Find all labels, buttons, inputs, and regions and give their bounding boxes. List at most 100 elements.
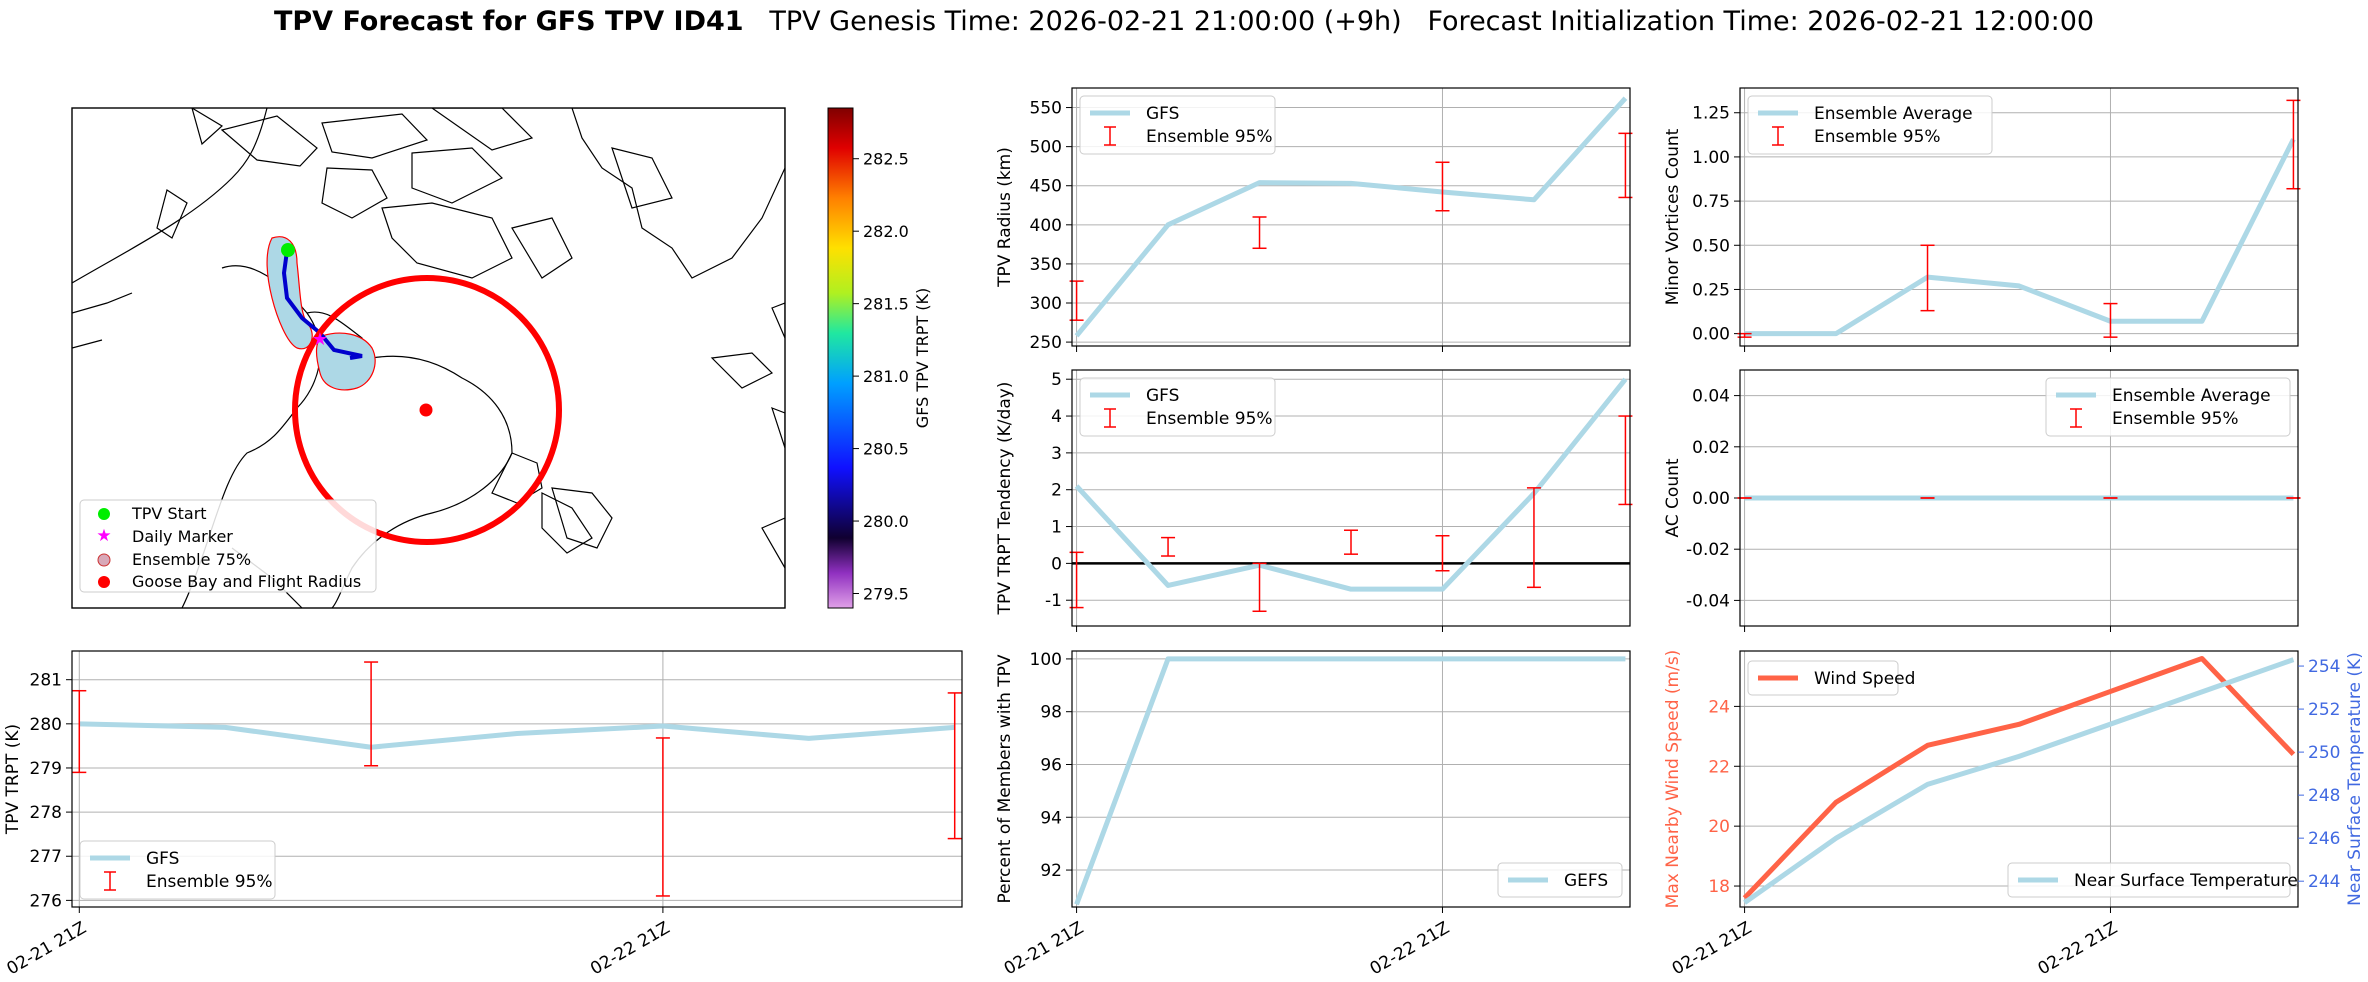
x-tick-label: 02-21 21Z	[1669, 918, 1755, 979]
legend-errorbar-icon	[104, 871, 116, 891]
legend-box	[2045, 377, 2291, 437]
series-line-gefs	[1074, 656, 1626, 906]
legend-label: Ensemble Average	[1814, 104, 1973, 124]
series-line-gfs	[79, 721, 955, 750]
series-line-wind-speed	[1742, 655, 2296, 900]
goose-bay-marker	[419, 403, 433, 417]
plot-frame	[1739, 87, 2299, 347]
y-tick-label: 0.25	[1692, 280, 1730, 300]
title-bold: TPV Forecast for GFS TPV ID41	[273, 6, 744, 37]
errorbar	[2103, 302, 2118, 338]
legend-daily-label: Daily Marker	[132, 527, 233, 546]
y2-axis-label: Near Surface Temperature (K)	[2345, 652, 2365, 906]
y-tick-label: -1	[1045, 591, 1062, 611]
y-tick-label: 276	[30, 891, 62, 911]
y-tick-label: -0.04	[1686, 591, 1730, 611]
colorbar: 279.5 280.0 280.5 281.0 281.5 282.0 282.5 GFS …	[827, 107, 932, 609]
colorbar-tick-label: 281.5	[863, 295, 909, 314]
flight-radius-circle	[292, 275, 562, 545]
colorbar-tick-label: 280.5	[863, 440, 909, 459]
errorbar	[655, 737, 670, 897]
legend-start-label: TPV Start	[131, 504, 207, 523]
y-tick-label: 0.04	[1692, 387, 1730, 407]
y-tick-label: 0.50	[1692, 236, 1730, 256]
errorbar	[1920, 244, 1935, 312]
legend-start-icon	[98, 508, 110, 520]
errorbar	[947, 692, 962, 840]
y-tick-label: 3	[1051, 444, 1062, 464]
legend-box	[1747, 660, 1899, 696]
y-tick-label: 22	[1708, 757, 1730, 777]
legend-errorbar-icon	[2070, 408, 2082, 428]
y-axis-label: TPV TRPT Tendency (K/day)	[995, 382, 1015, 616]
legend-ensemble-icon	[97, 553, 111, 567]
chart-tpv-radius: 250 300 350 400 450 500 550 TPV Radius (km) GFS E…	[995, 87, 1633, 353]
chart-wind-temperature: 18 20 22 24 02-21 21Z 02-22 21Z Max Nearby Win…	[1663, 650, 2365, 980]
y-tick-label: 500	[1030, 138, 1062, 158]
y-tick-label: 400	[1030, 216, 1062, 236]
y2-tick-label: 254	[2308, 657, 2340, 677]
y-tick-label: 18	[1708, 877, 1730, 897]
plot-frame	[1739, 650, 2299, 908]
legend-label: Ensemble 95%	[2112, 409, 2239, 429]
y-tick-label: 350	[1030, 255, 1062, 275]
y-axis-label: TPV Radius (km)	[995, 147, 1015, 288]
x-tick-label: 02-21 21Z	[1001, 918, 1087, 979]
colorbar-label: GFS TPV TRPT (K)	[913, 288, 932, 428]
colorbar-tick-label: 282.5	[863, 150, 909, 169]
legend-goosebay-icon	[98, 576, 110, 588]
legend-ensemble-label: Ensemble 75%	[132, 550, 251, 569]
y2-tick-label: 250	[2308, 743, 2340, 763]
y-tick-label: 4	[1051, 407, 1062, 427]
y-tick-label: 1.00	[1692, 148, 1730, 168]
daily-marker-star: ★	[312, 329, 328, 350]
errorbar	[72, 689, 87, 774]
figure-title: TPV Forecast for GFS TPV ID41 TPV Genesi…	[0, 6, 2368, 37]
legend-errorbar-icon	[1104, 126, 1116, 146]
legend-box	[1747, 95, 1993, 155]
y-tick-label: 450	[1030, 177, 1062, 197]
y-tick-label: 0.02	[1692, 438, 1730, 458]
chart-percent-members: 92 94 96 98 100 02-21 21Z 02-22 21Z Percent of …	[995, 650, 1631, 979]
y-axis-label: Max Nearby Wind Speed (m/s)	[1663, 650, 1683, 909]
legend-label: GFS	[1146, 104, 1179, 124]
y-tick-label: 550	[1030, 99, 1062, 119]
legend-label: Ensemble 95%	[1146, 127, 1273, 147]
colorbar-tick-label: 280.0	[863, 512, 909, 531]
series-line-gfs	[1074, 96, 1628, 338]
errorbar	[1161, 536, 1176, 557]
y-axis-label: TPV TRPT (K)	[3, 724, 23, 835]
chart-minor-vortices: 0.00 0.25 0.50 0.75 1.00 1.25 Minor Vortices C…	[1663, 87, 2301, 352]
y-axis-label: AC Count	[1663, 458, 1683, 537]
legend-label: GFS	[1146, 386, 1179, 406]
legend-label: Ensemble Average	[2112, 386, 2271, 406]
y-tick-label: 0.00	[1692, 489, 1730, 509]
y-tick-label: 281	[30, 671, 62, 691]
legend-box	[1497, 862, 1623, 898]
chart-tpv-trpt: 276 277 278 279 280 281 02-21 21Z 02-22 21Z TPV …	[3, 650, 963, 979]
legend-label: GEFS	[1564, 871, 1608, 891]
plot-frame	[1739, 369, 2299, 627]
errorbar	[1435, 535, 1450, 572]
legend-errorbar-icon	[1104, 408, 1116, 428]
legend-label: Ensemble 95%	[146, 872, 273, 892]
y-tick-label: 0.00	[1692, 325, 1730, 345]
y-tick-label: 24	[1708, 697, 1730, 717]
y-tick-label: 92	[1040, 861, 1062, 881]
y-tick-label: 279	[30, 759, 62, 779]
y-tick-label: 96	[1040, 755, 1062, 775]
plot-frame	[1071, 369, 1631, 627]
errorbar	[1526, 487, 1541, 589]
colorbar-ticks: 279.5 280.0 280.5 281.0 281.5 282.0 282.5	[853, 150, 909, 604]
y-tick-label: 2	[1051, 481, 1062, 501]
y-tick-label: 280	[30, 715, 62, 735]
plot-frame	[1071, 87, 1631, 347]
y-tick-label: -0.02	[1686, 540, 1730, 560]
plot-frame	[71, 650, 963, 908]
legend-label: Wind Speed	[1814, 669, 1915, 689]
y-tick-label: 0.75	[1692, 192, 1730, 212]
y2-tick-label: 248	[2308, 786, 2340, 806]
colorbar-tick-label: 282.0	[863, 222, 909, 241]
errorbar	[1344, 529, 1358, 555]
map-frame	[71, 107, 786, 609]
